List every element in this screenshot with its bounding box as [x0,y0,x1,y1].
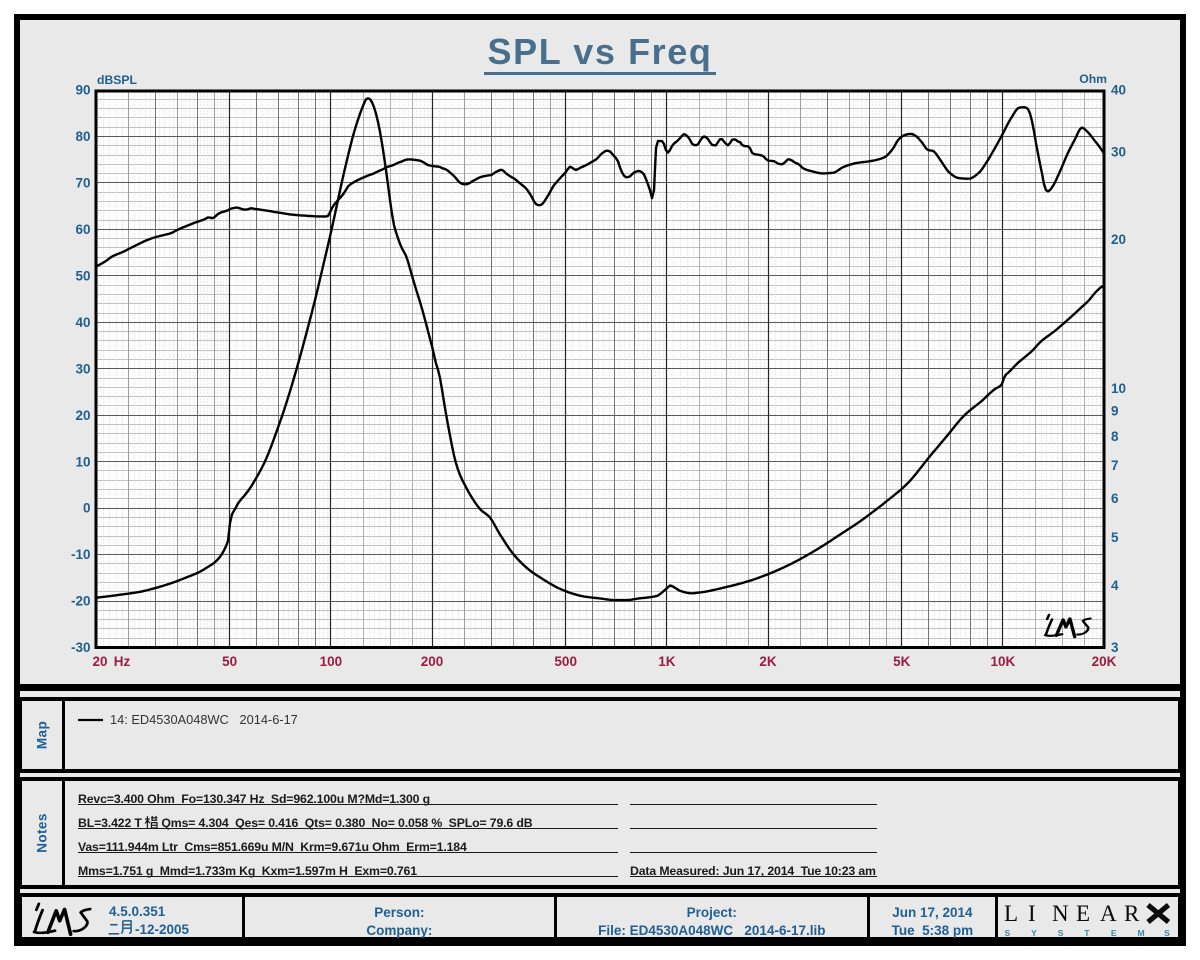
svg-text:10: 10 [75,454,90,469]
svg-text:200: 200 [421,654,444,669]
svg-text:S: S [1164,928,1170,938]
svg-text:50: 50 [75,268,90,283]
svg-text:dBSPL: dBSPL [97,73,138,87]
svg-text:7: 7 [1111,458,1119,473]
svg-text:0: 0 [83,501,91,516]
svg-text:A: A [1100,901,1117,926]
svg-text:I: I [1028,901,1036,926]
svg-text:-10: -10 [71,547,91,562]
svg-text:70: 70 [75,176,90,191]
svg-text:10K: 10K [991,654,1016,669]
svg-text:-30: -30 [71,640,91,655]
svg-text:1K: 1K [658,654,676,669]
svg-text:3: 3 [1111,640,1119,655]
svg-text:2K: 2K [759,654,777,669]
svg-text:40: 40 [1111,83,1126,98]
svg-text:5: 5 [1111,530,1119,545]
svg-text:6: 6 [1111,491,1119,506]
svg-text:T: T [1084,928,1090,938]
svg-text:80: 80 [75,129,90,144]
svg-text:9: 9 [1111,404,1119,419]
svg-text:Y: Y [1031,928,1037,938]
svg-text:-20: -20 [71,594,91,609]
svg-text:30: 30 [75,361,90,376]
svg-text:40: 40 [75,315,90,330]
svg-text:20: 20 [92,654,107,669]
svg-text:60: 60 [75,222,90,237]
svg-text:50: 50 [222,654,237,669]
svg-text:E: E [1076,901,1090,926]
svg-text:Ohm: Ohm [1079,72,1107,86]
svg-text:30: 30 [1111,145,1126,160]
svg-text:N: N [1052,901,1069,926]
svg-text:90: 90 [75,83,90,98]
svg-text:5K: 5K [893,654,911,669]
svg-text:20: 20 [75,408,90,423]
svg-text:500: 500 [554,654,577,669]
svg-text:Hz: Hz [114,654,131,669]
svg-text:E: E [1111,928,1117,938]
svg-text:R: R [1124,901,1140,926]
svg-text:20K: 20K [1092,654,1117,669]
svg-text:4: 4 [1111,578,1119,593]
svg-text:L: L [1004,901,1018,926]
svg-text:20: 20 [1111,232,1126,247]
svg-text:S: S [1005,928,1011,938]
svg-text:S: S [1058,928,1064,938]
svg-text:8: 8 [1111,429,1119,444]
svg-text:10: 10 [1111,381,1126,396]
svg-text:M: M [1138,928,1145,938]
svg-text:100: 100 [320,654,343,669]
